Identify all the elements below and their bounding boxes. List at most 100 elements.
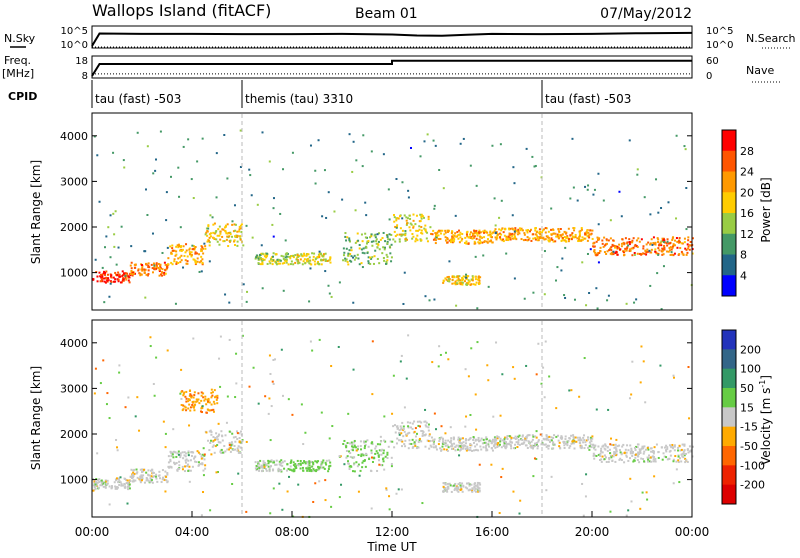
velocity-cell-1124 bbox=[532, 435, 535, 438]
velocity-cell-61 bbox=[116, 477, 119, 480]
power-cell-581 bbox=[370, 235, 373, 238]
power-cell-741 bbox=[408, 226, 411, 229]
power-cell-104 bbox=[161, 268, 164, 271]
power-cell-982 bbox=[467, 281, 470, 284]
velocity-cell-1518 bbox=[652, 452, 655, 455]
power-cell-631 bbox=[362, 247, 365, 250]
power-cell-442 bbox=[276, 258, 279, 261]
velocity-cell-920 bbox=[460, 442, 463, 445]
velocity-cell-636 bbox=[364, 443, 367, 446]
power-cell-1557 bbox=[655, 178, 658, 181]
power-cell-293 bbox=[217, 228, 220, 231]
velocity-cell-1259 bbox=[503, 442, 506, 445]
velocity-cell-1351 bbox=[613, 446, 616, 449]
power-cell-749 bbox=[409, 222, 412, 225]
power-cell-225 bbox=[180, 249, 183, 252]
power-cell-166 bbox=[161, 274, 164, 277]
power-cell-1486 bbox=[291, 151, 294, 154]
power-cell-1256 bbox=[686, 247, 689, 250]
power-cell-1595 bbox=[561, 257, 564, 260]
velocity-cell-1529 bbox=[646, 460, 649, 463]
velocity-cell-350 bbox=[229, 446, 232, 449]
velocity-cell-1686 bbox=[311, 349, 314, 352]
power-cell-1722 bbox=[325, 216, 328, 219]
velocity-cell-273 bbox=[213, 451, 216, 454]
power-cell-1713 bbox=[564, 246, 567, 249]
power-cell-1587 bbox=[105, 235, 108, 238]
power-cell-1115 bbox=[526, 231, 529, 234]
velocity-cell-1384 bbox=[677, 454, 680, 457]
power-cell-816 bbox=[478, 238, 481, 241]
velocity-cell-739 bbox=[375, 445, 378, 448]
power-cell-875 bbox=[483, 240, 486, 243]
power-cell-1239 bbox=[654, 241, 657, 244]
power-cell-25 bbox=[112, 276, 115, 279]
power-cell-1131 bbox=[507, 238, 510, 241]
power-cell-553 bbox=[372, 240, 375, 243]
velocity-cell-240 bbox=[197, 461, 200, 464]
velocity-cell-868 bbox=[480, 437, 483, 440]
power-cell-789 bbox=[444, 231, 447, 234]
velocity-cell-778 bbox=[397, 427, 400, 430]
power-cell-747 bbox=[393, 216, 396, 219]
power-cell-1259 bbox=[624, 247, 627, 250]
power-cell-1042 bbox=[520, 227, 523, 230]
power-cell-1231 bbox=[672, 254, 675, 257]
power-cell-1535 bbox=[434, 144, 437, 147]
power-cell-654 bbox=[342, 259, 345, 262]
velocity-cell-1549 bbox=[660, 446, 663, 449]
power-cell-1487 bbox=[424, 295, 427, 298]
power-cell-601 bbox=[385, 262, 388, 265]
power-cell-1284 bbox=[606, 250, 609, 253]
power-cell-951 bbox=[468, 280, 471, 283]
velocity-cell-1045 bbox=[476, 483, 479, 486]
velocity-cell-122 bbox=[136, 471, 139, 474]
power-cell-637 bbox=[350, 249, 353, 252]
power-cell-1172 bbox=[574, 236, 577, 239]
power-cell-1389 bbox=[618, 243, 621, 246]
velocity-cell-200 bbox=[176, 452, 179, 455]
power-cell-754 bbox=[473, 240, 476, 243]
velocity-cell-1412 bbox=[672, 458, 675, 461]
velocity-cell-1561 bbox=[440, 425, 443, 428]
cpid-label: CPID bbox=[8, 90, 37, 103]
velocity-cell-1350 bbox=[671, 443, 674, 446]
velocity-cell-213 bbox=[167, 455, 170, 458]
velocity-cell-694 bbox=[390, 462, 393, 465]
power-cell-1718 bbox=[475, 184, 478, 187]
power-cell-1627 bbox=[596, 307, 599, 310]
power-cell-1467 bbox=[636, 252, 639, 255]
velocity-cell-346 bbox=[208, 430, 211, 433]
velocity-cell-815 bbox=[394, 431, 397, 434]
velocity-colorbar-tick-5: -50 bbox=[740, 440, 758, 453]
velocity-cell-653 bbox=[361, 452, 364, 455]
velocity-cell-1428 bbox=[648, 454, 651, 457]
velocity-cell-780 bbox=[400, 445, 403, 448]
velocity-cell-1576 bbox=[291, 413, 294, 416]
velocity-cell-569 bbox=[293, 470, 296, 473]
velocity-cell-1743 bbox=[187, 454, 190, 457]
velocity-cell-554 bbox=[315, 460, 318, 463]
power-cell-205 bbox=[200, 245, 203, 248]
velocity-cell-64 bbox=[127, 488, 130, 491]
velocity-cell-1473 bbox=[600, 447, 603, 450]
power-cell-393 bbox=[271, 255, 274, 258]
power-cell-127 bbox=[155, 263, 158, 266]
power-cell-323 bbox=[206, 240, 209, 243]
power-cell-1130 bbox=[576, 237, 579, 240]
power-cell-889 bbox=[451, 237, 454, 240]
velocity-cell-716 bbox=[363, 447, 366, 450]
velocity-cell-1444 bbox=[608, 448, 611, 451]
velocity-cell-1188 bbox=[544, 443, 547, 446]
velocity-cell-1649 bbox=[339, 455, 342, 458]
velocity-cell-442 bbox=[191, 400, 194, 403]
power-cell-820 bbox=[465, 233, 468, 236]
velocity-cell-433 bbox=[199, 410, 202, 413]
velocity-cell-615 bbox=[323, 467, 326, 470]
velocity-cell-1560 bbox=[347, 412, 350, 415]
velocity-cell-1459 bbox=[644, 448, 647, 451]
velocity-cell-441 bbox=[182, 408, 185, 411]
velocity-cell-972 bbox=[449, 441, 452, 444]
power-cell-1604 bbox=[627, 244, 630, 247]
power-cell-1651 bbox=[94, 258, 97, 261]
